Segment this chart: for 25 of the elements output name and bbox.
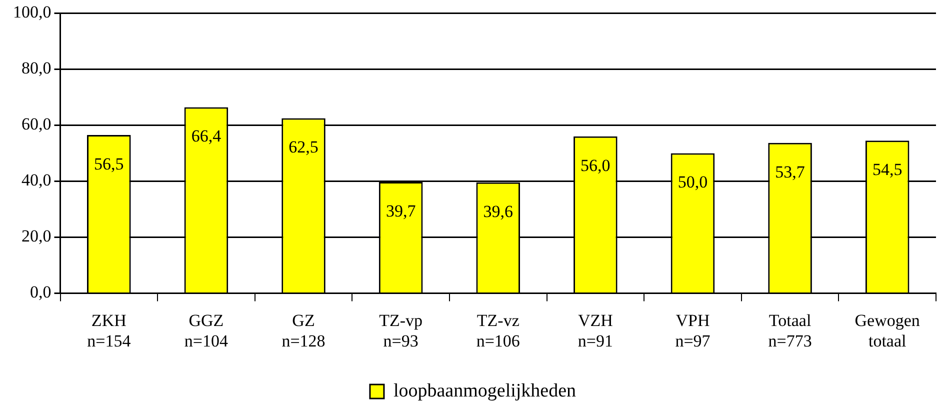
x-tick-label: TZ-vz n=106 — [476, 310, 520, 350]
y-tick-label: 40,0 — [22, 170, 52, 190]
data-label: 62,5 — [288, 138, 318, 157]
y-tick-label: 0,0 — [30, 282, 52, 302]
x-tick-label: ZKH n=154 — [87, 310, 132, 350]
x-tick-label: GZ n=128 — [282, 310, 326, 350]
y-tick-label: 100,0 — [13, 2, 52, 22]
data-label: 66,4 — [191, 126, 222, 146]
data-label: 53,7 — [775, 162, 806, 182]
data-label: 39,7 — [386, 202, 416, 221]
data-label: 56,0 — [580, 156, 610, 175]
x-tick-label: TZ-vp n=93 — [379, 310, 423, 350]
data-label: 39,6 — [483, 202, 513, 221]
y-tick-label: 60,0 — [22, 114, 52, 134]
x-tick-label: Gewogen totaal — [854, 310, 920, 350]
x-tick-label: GGZ n=104 — [184, 310, 228, 350]
y-tick-label: 20,0 — [22, 226, 52, 246]
data-label: 56,5 — [94, 154, 124, 174]
data-label: 50,0 — [678, 172, 708, 192]
x-tick-label: Totaal n=773 — [768, 310, 812, 350]
y-tick-label: 80,0 — [22, 58, 52, 78]
x-tick-label: VZH n=91 — [578, 310, 613, 350]
x-tick-label: VPH n=97 — [675, 310, 711, 350]
data-label: 54,5 — [872, 160, 902, 180]
legend-label: loopbaanmogelijkheden — [393, 380, 577, 402]
